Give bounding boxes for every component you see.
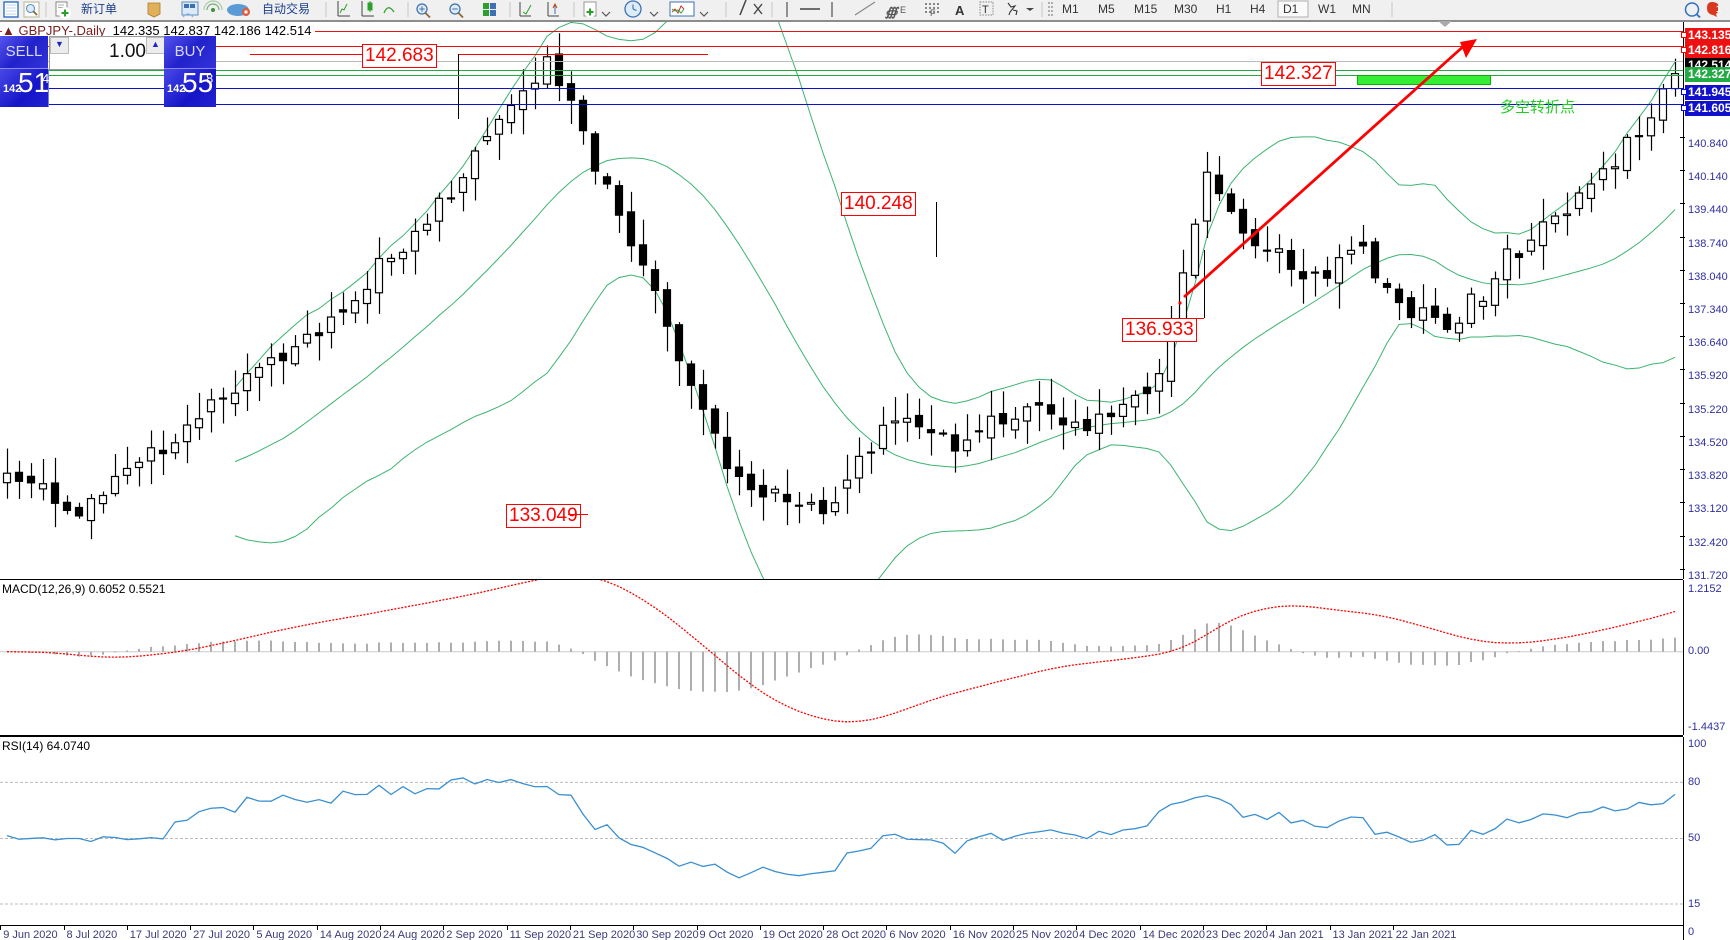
svg-text:1: 1 — [1716, 4, 1721, 14]
svg-text:MN: MN — [1352, 2, 1371, 16]
svg-text:自动交易: 自动交易 — [262, 1, 310, 16]
svg-text:A: A — [955, 3, 965, 18]
svg-text:F: F — [930, 8, 936, 18]
svg-text:M1: M1 — [1062, 2, 1079, 16]
svg-text:D1: D1 — [1283, 2, 1299, 16]
svg-text:M15: M15 — [1134, 2, 1158, 16]
svg-text:新订单: 新订单 — [81, 1, 117, 16]
svg-text:H1: H1 — [1216, 2, 1232, 16]
svg-text:M30: M30 — [1174, 2, 1198, 16]
svg-text:∰: ∰ — [885, 5, 900, 19]
svg-text:W1: W1 — [1318, 2, 1336, 16]
svg-text:M5: M5 — [1098, 2, 1115, 16]
svg-text:H4: H4 — [1250, 2, 1266, 16]
svg-text:T: T — [982, 4, 989, 16]
svg-text:E: E — [900, 5, 906, 15]
